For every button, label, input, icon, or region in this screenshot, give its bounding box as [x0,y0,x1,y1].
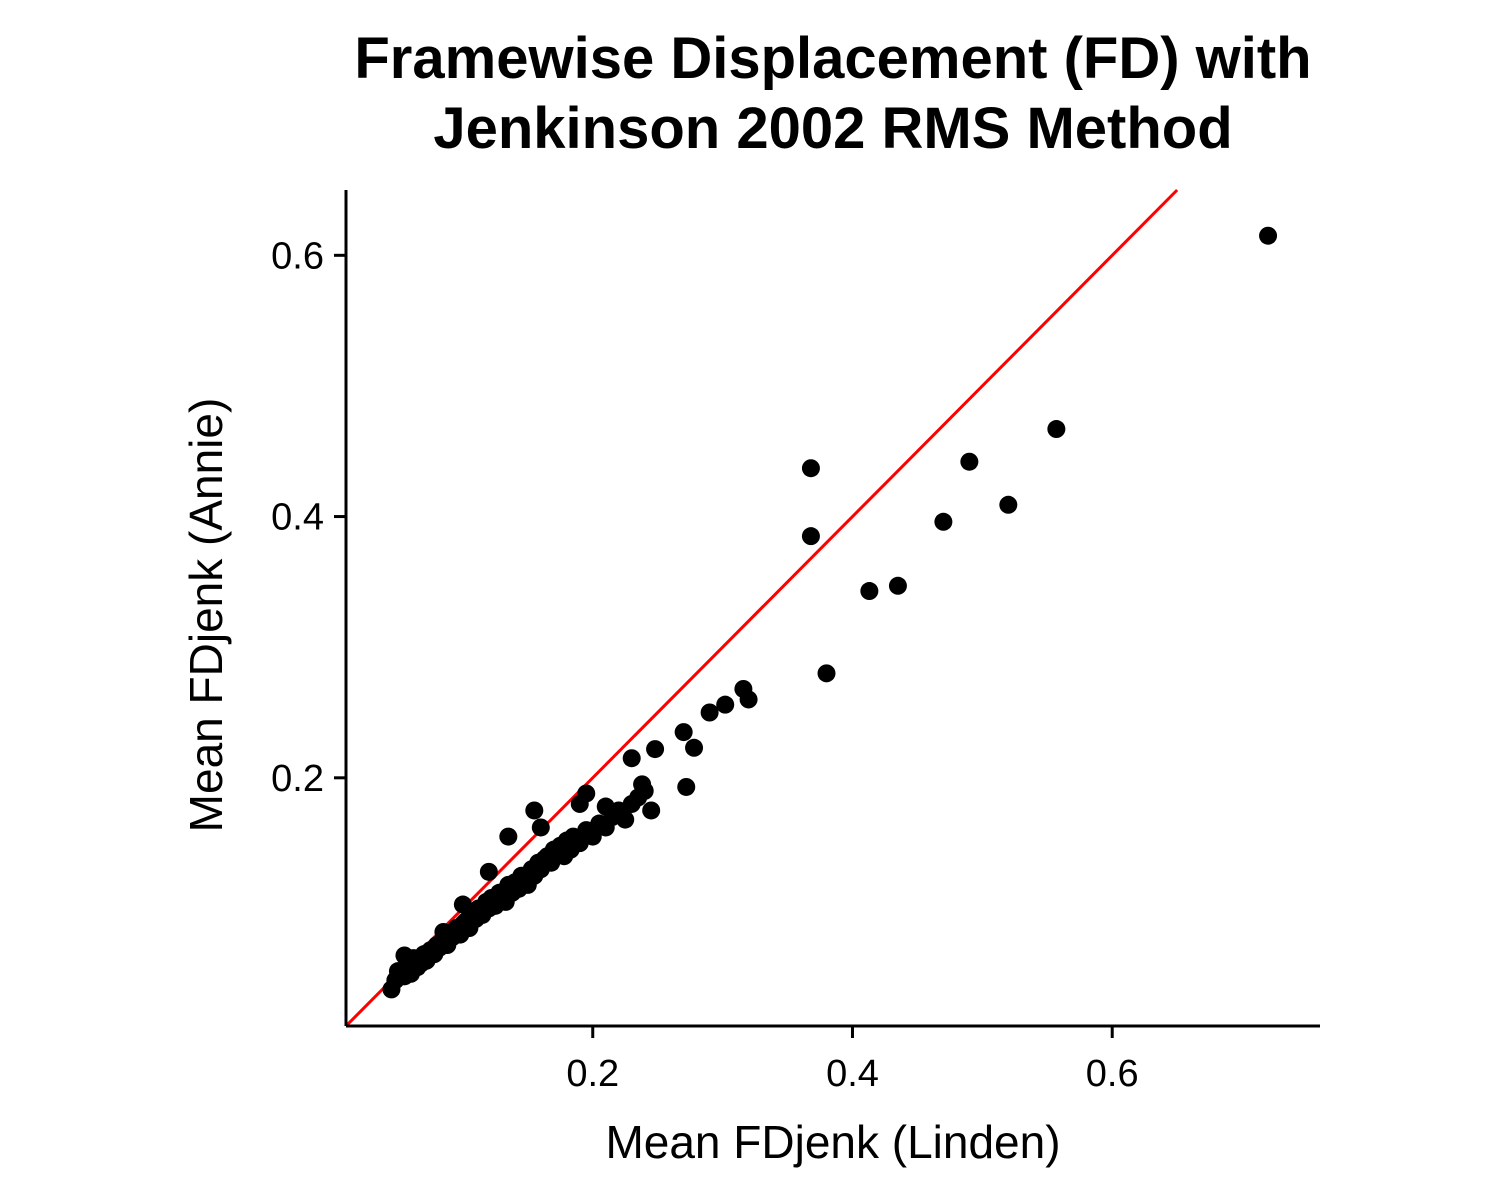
data-point [934,512,953,531]
data-point [1259,226,1278,245]
data-points [382,226,1278,999]
x-tick-label: 0.2 [566,1053,619,1095]
data-point [622,749,641,768]
data-point [525,801,544,820]
data-point [685,738,704,757]
data-point [674,723,693,742]
chart-title-line-1: Framewise Displacement (FD) with [354,26,1311,91]
x-tick-label: 0.6 [1086,1053,1139,1095]
data-point [677,777,696,796]
data-point [499,827,518,846]
data-point [434,922,453,941]
y-axis-label: Mean FDjenk (Annie) [180,398,232,833]
data-point [817,664,836,683]
data-point [596,797,615,816]
data-point [999,495,1018,514]
y-tick-label: 0.2 [271,758,324,800]
data-point [453,895,472,914]
x-tick-label: 0.4 [826,1053,879,1095]
data-point [739,690,758,709]
data-point [860,582,879,601]
data-point [801,459,820,478]
data-point [577,784,596,803]
data-point [716,695,735,714]
data-point [616,810,635,829]
data-point [479,862,498,881]
data-point [642,801,661,820]
data-point [801,527,820,546]
data-point [700,703,719,722]
data-point [531,818,550,837]
data-point [1047,420,1066,439]
x-axis-label: Mean FDjenk (Linden) [605,1116,1060,1168]
data-point [633,775,652,794]
data-point [888,576,907,595]
identity-reference-line [344,188,1179,1028]
data-point [646,740,665,759]
y-axis-ticks: 0.2 0.4 0.6 [271,235,346,800]
chart-title-line-2: Jenkinson 2002 RMS Method [433,96,1232,161]
plot-area: 0.2 0.4 0.6 0.2 0.4 0.6 [271,188,1320,1095]
data-point [395,946,414,965]
y-tick-label: 0.6 [271,235,324,277]
y-tick-label: 0.4 [271,497,324,539]
x-axis-ticks: 0.2 0.4 0.6 [566,1026,1139,1095]
data-point [960,452,979,471]
